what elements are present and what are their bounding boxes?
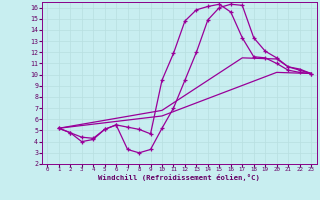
X-axis label: Windchill (Refroidissement éolien,°C): Windchill (Refroidissement éolien,°C): [98, 174, 260, 181]
